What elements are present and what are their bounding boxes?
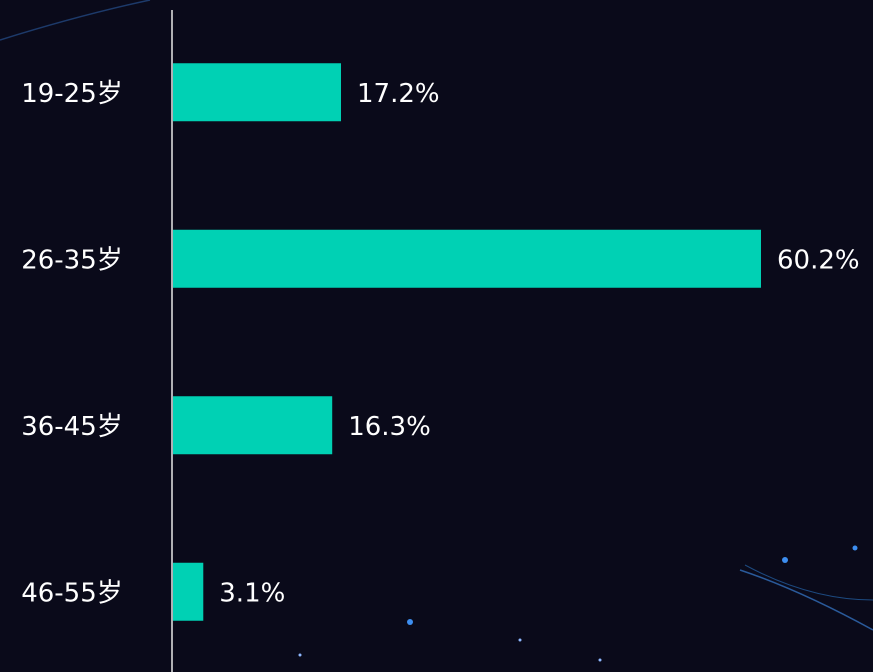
- decoration: [744, 564, 873, 601]
- decoration: [739, 569, 873, 631]
- value-label: 60.2%: [777, 245, 860, 275]
- decoration: [298, 653, 302, 657]
- value-label: 16.3%: [348, 412, 431, 442]
- decoration: [407, 619, 413, 625]
- decoration: [782, 557, 788, 563]
- bar: [173, 229, 761, 288]
- category-label: 19-25岁: [21, 79, 123, 109]
- value-label: 3.1%: [219, 578, 285, 608]
- decoration: [0, 0, 151, 41]
- bar: [173, 396, 333, 455]
- decoration: [518, 638, 522, 642]
- bar: [173, 63, 341, 122]
- category-label: 36-45岁: [21, 412, 123, 442]
- bar: [173, 562, 204, 621]
- value-label: 17.2%: [357, 79, 440, 109]
- decoration: [852, 545, 858, 551]
- category-label: 26-35岁: [21, 245, 123, 275]
- category-label: 46-55岁: [21, 578, 123, 608]
- decoration: [598, 658, 602, 662]
